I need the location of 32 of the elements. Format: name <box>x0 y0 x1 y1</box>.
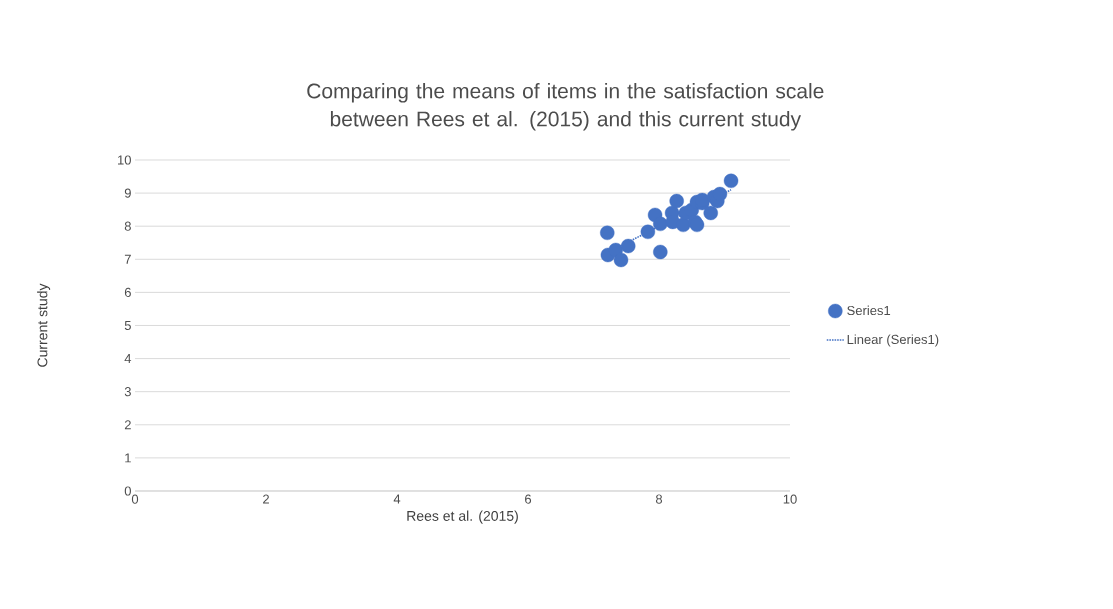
point <box>613 252 629 268</box>
legend-label: Linear (Series1) <box>847 334 939 347</box>
y-tick-label: 5 <box>124 320 131 331</box>
y-tick-label: 7 <box>124 254 131 264</box>
point <box>640 224 656 240</box>
y-tick-label: 3 <box>124 387 131 397</box>
x-tick-label: 10 <box>783 494 797 504</box>
point <box>712 186 728 202</box>
point <box>653 216 668 232</box>
x-tick-label: 8 <box>655 494 663 504</box>
chart-title: Comparing the means of items in the satisfaction scale between Rees et al. (2015) and this current study <box>307 83 824 131</box>
x-tick-label: 6 <box>525 494 532 504</box>
y-tick-label: 2 <box>124 420 131 430</box>
x-tick-label: 0 <box>131 494 139 504</box>
y-tick-label: 8 <box>124 221 131 231</box>
y-tick-label: 4 <box>124 354 132 364</box>
x-tick-label: 2 <box>263 494 269 504</box>
point <box>600 225 615 241</box>
point <box>653 244 668 260</box>
legend-label: Series1 <box>847 305 891 316</box>
y-tick-label: 10 <box>118 155 131 165</box>
y-tick-label: 0 <box>124 486 131 496</box>
point <box>669 193 684 209</box>
x-axis-title: Rees et al. (2015) <box>407 510 518 524</box>
x-tick-label: 4 <box>393 494 401 504</box>
y-axis-title: Current study <box>37 283 51 367</box>
point <box>621 238 636 254</box>
point <box>723 173 739 189</box>
y-tick-label: 6 <box>124 287 131 297</box>
point <box>703 205 718 221</box>
y-tick-label: 1 <box>125 453 131 463</box>
y-tick-label: 9 <box>124 188 131 198</box>
